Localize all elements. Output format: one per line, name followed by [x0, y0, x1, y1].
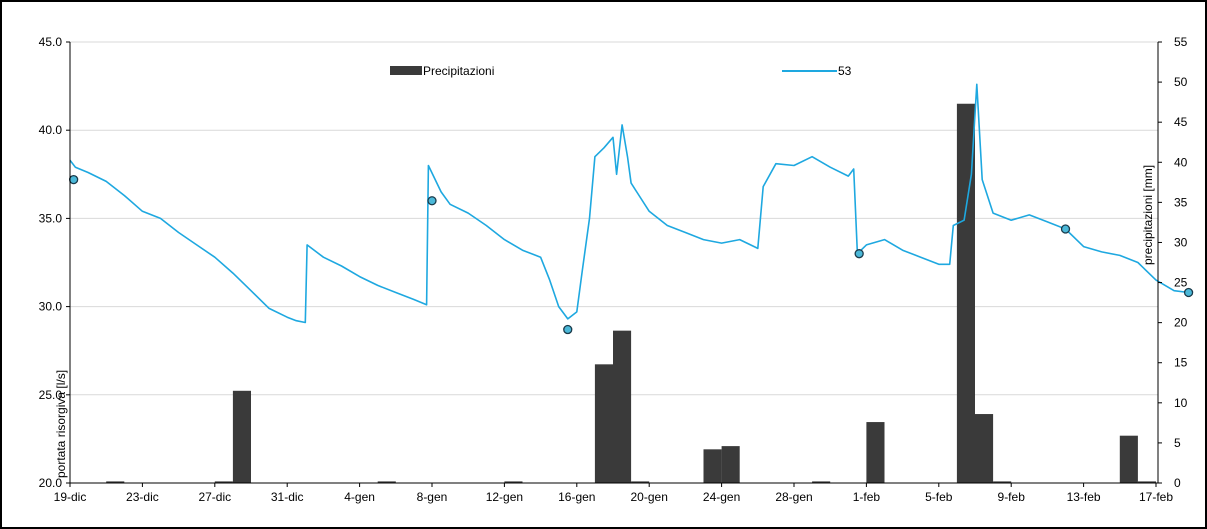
x-tick-label: 17-feb: [1139, 490, 1173, 504]
y-left-tick-label: 30.0: [39, 300, 63, 314]
precip-bar: [812, 481, 831, 483]
precip-bar: [1119, 435, 1138, 483]
y-right-tick-label: 0: [1174, 476, 1181, 490]
x-tick-label: 9-feb: [998, 490, 1026, 504]
x-tick-label: 27-dic: [198, 490, 231, 504]
x-tick-label: 16-gen: [558, 490, 595, 504]
flow-marker: [68, 174, 79, 185]
x-tick-label: 20-gen: [631, 490, 668, 504]
y-right-tick-label: 55: [1174, 35, 1188, 49]
precip-bar: [214, 481, 233, 483]
y-left-tick-label: 25.0: [39, 388, 63, 402]
y-left-tick-label: 20.0: [39, 476, 63, 490]
precip-bar: [866, 422, 885, 483]
x-tick-label: 23-dic: [126, 490, 159, 504]
flow-marker: [563, 324, 573, 335]
legend-swatch-precipitazioni: [390, 66, 422, 75]
precip-bar: [703, 449, 722, 483]
precip-bar: [106, 481, 125, 483]
flow-series: [69, 83, 1189, 324]
x-tick-label: 28-gen: [775, 490, 812, 504]
x-tick-label: 8-gen: [417, 490, 448, 504]
y-axis-left-label: portata risorgiva [l/s]: [54, 370, 68, 478]
y-right-tick-label: 30: [1174, 235, 1188, 249]
y-left-tick-label: 40.0: [39, 123, 63, 137]
precip-bar: [377, 481, 396, 483]
y-left-tick-label: 35.0: [39, 211, 63, 225]
flow-marker: [427, 196, 437, 206]
y-right-tick-label: 5: [1174, 436, 1181, 450]
precip-bar: [504, 481, 523, 483]
flow-marker: [1183, 287, 1194, 298]
y-right-tick-label: 15: [1174, 356, 1188, 370]
precip-bar: [975, 414, 994, 483]
precip-bar: [956, 103, 975, 484]
x-tick-label: 1-feb: [853, 490, 881, 504]
precip-bar: [613, 330, 632, 483]
precip-bar: [594, 364, 613, 483]
precip-bar: [232, 390, 251, 483]
precipitation-bars: [106, 103, 1156, 484]
precip-bar: [631, 481, 650, 483]
legend: Precipitazioni 53: [390, 64, 852, 78]
y-right-tick-label: 45: [1174, 115, 1188, 129]
flow-markers: [68, 174, 1194, 335]
x-tick-label: 31-dic: [271, 490, 304, 504]
y-right-tick-label: 35: [1174, 195, 1188, 209]
legend-label-precipitazioni: Precipitazioni: [423, 64, 494, 78]
y-right-tick-label: 25: [1174, 276, 1188, 290]
axes: 20.0 25.0 30.0 35.0 40.0 45.0 0 5 10 15 20 25 30 35 40…: [39, 35, 1188, 504]
flow-marker: [1060, 224, 1071, 234]
y-right-tick-label: 40: [1174, 155, 1188, 169]
y-right-tick-label: 50: [1174, 75, 1188, 89]
series-line-53: [69, 83, 1189, 324]
x-tick-label: 12-gen: [486, 490, 523, 504]
flow-marker: [854, 249, 864, 259]
y-right-tick-label: 20: [1174, 316, 1188, 330]
precip-bar: [1137, 481, 1156, 483]
x-tick-label: 24-gen: [703, 490, 740, 504]
y-left-tick-label: 45.0: [39, 35, 63, 49]
legend-label-53: 53: [838, 64, 852, 78]
x-tick-label: 19-dic: [54, 490, 87, 504]
x-tick-label: 5-feb: [925, 490, 953, 504]
y-axis-right-label: precipitazioni [mm]: [1141, 165, 1155, 265]
x-tick-label: 4-gen: [344, 490, 375, 504]
y-right-tick-label: 10: [1174, 396, 1188, 410]
precip-bar: [721, 446, 740, 483]
precip-bar: [993, 481, 1012, 483]
x-tick-label: 13-feb: [1067, 490, 1101, 504]
